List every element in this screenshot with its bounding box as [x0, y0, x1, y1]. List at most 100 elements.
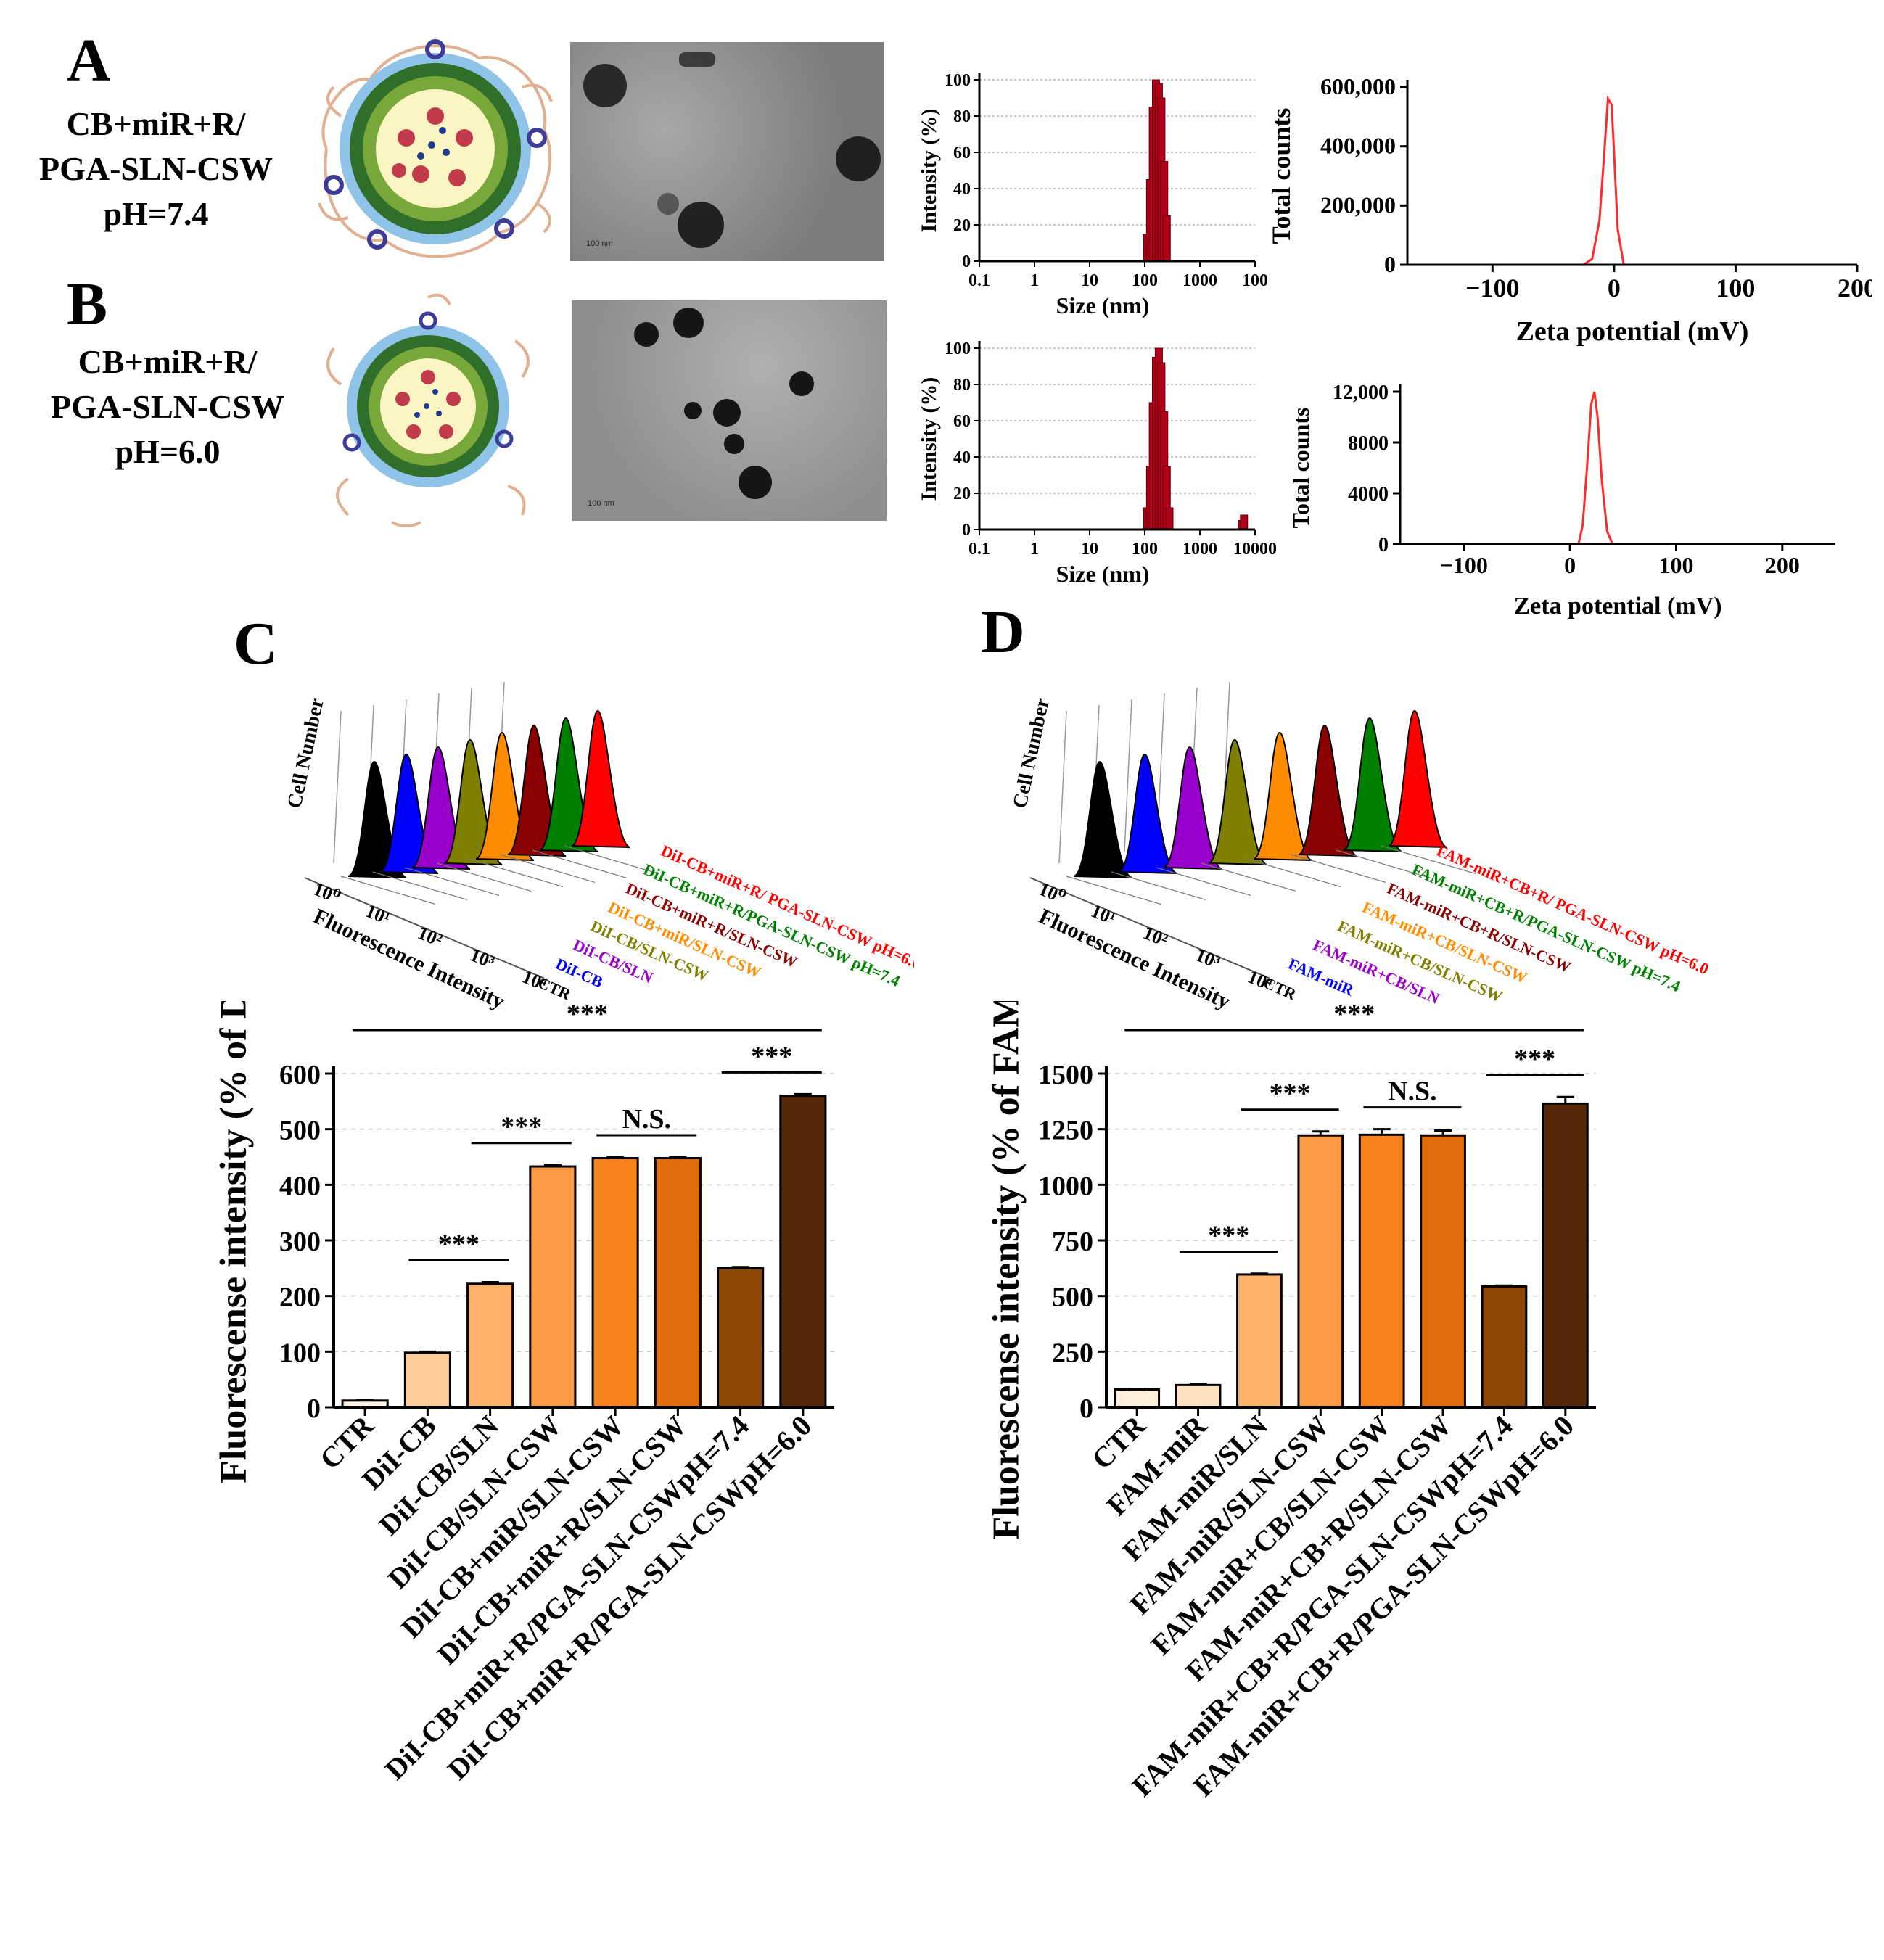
bar	[1542, 1102, 1589, 1409]
zeta-curve	[1431, 95, 1797, 266]
y-tick-label: 80	[953, 376, 971, 395]
grid-line	[1058, 710, 1067, 864]
baseline	[404, 867, 500, 896]
baseline	[1336, 849, 1431, 878]
significance-label: ***	[1514, 1044, 1555, 1074]
bar	[466, 1282, 514, 1409]
panel-label-b: B	[67, 271, 108, 338]
y-tick-label: 0	[307, 1393, 321, 1424]
y-axis-label: Intensity (%)	[917, 109, 941, 233]
grid-line	[333, 710, 342, 864]
significance-label: ***	[501, 1112, 542, 1142]
baseline	[340, 876, 436, 905]
y-tick-label: 60	[953, 144, 971, 162]
baseline	[1246, 858, 1341, 887]
size-bar	[1162, 215, 1171, 262]
baseline	[1066, 876, 1161, 905]
x-tick-label: 100	[1132, 271, 1158, 290]
y-tick-label: 600,000	[1320, 73, 1396, 99]
nanoparticle-schematic-b	[326, 293, 530, 527]
y-tick-label: 20	[953, 216, 971, 235]
zeta-potential-chart-b: 0 4000 8000 12,000 −100 0 100 200 Zeta potential…	[1288, 382, 1835, 619]
y-tick-label: 0	[1378, 534, 1389, 556]
baseline	[436, 862, 532, 892]
x-tick-label: 0	[1564, 552, 1576, 578]
y-tick-label: 12,000	[1333, 382, 1389, 404]
panel-label-d: D	[981, 598, 1025, 666]
x-tick-label: 100	[1658, 552, 1693, 578]
x-tick-label: 100	[1242, 271, 1268, 290]
y-tick-label: 100	[945, 71, 971, 90]
histogram-peak	[1073, 760, 1132, 878]
tem-image-a: 100 nm	[570, 42, 884, 261]
histogram-peak	[1343, 717, 1402, 852]
x-tick-label: 0.1	[968, 271, 990, 290]
y-tick-label: 500	[1052, 1282, 1093, 1313]
y-tick-label: 100	[279, 1338, 321, 1368]
x-axis-label: Zeta potential (mV)	[1513, 593, 1721, 619]
x-tick-label: 10	[1081, 271, 1098, 290]
bar	[654, 1157, 702, 1409]
histogram-peak	[1163, 746, 1222, 870]
y-axis-label: Cell Number	[283, 696, 329, 810]
y-tick-label: 100	[945, 339, 971, 358]
x-axis	[1029, 877, 1270, 979]
x-tick-label: 1000	[1182, 540, 1217, 559]
significance-label: N.S.	[622, 1104, 671, 1135]
nanoparticle-schematic-a	[318, 39, 553, 258]
panel-label-c: C	[234, 610, 278, 678]
size-distribution-chart-a: 0 20 40 60 80 100 0.1 1 10 100 1000 100 Size (nm) Int…	[917, 71, 1268, 318]
bar	[591, 1157, 639, 1409]
y-tick-label: 20	[953, 485, 971, 503]
bar	[1481, 1285, 1528, 1409]
y-tick-label: 60	[953, 412, 971, 431]
size-distribution-chart-b: 0 20 40 60 80 100 0.1 1 10 100 1000 10000 Size (nm) I…	[917, 339, 1277, 587]
y-tick-label: 0	[1384, 251, 1396, 277]
y-tick-label: 300	[279, 1227, 321, 1257]
significance-label: ***	[751, 1041, 792, 1071]
bar	[529, 1165, 577, 1409]
significance-label: ***	[1270, 1079, 1311, 1109]
y-axis-label: Cell Number	[1008, 696, 1054, 810]
histogram-peak	[1388, 709, 1447, 848]
bar	[779, 1095, 827, 1409]
x-tick-label: −100	[1465, 273, 1520, 302]
y-axis-label: Total counts	[1288, 408, 1314, 529]
x-tick-label: 1000	[1182, 271, 1217, 290]
x-tick-label: 0.1	[968, 540, 990, 559]
significance-label: N.S.	[1388, 1076, 1437, 1107]
significance-label: ***	[438, 1230, 480, 1260]
y-tick-label: 80	[953, 107, 971, 126]
x-tick-label: 10000	[1233, 540, 1277, 559]
histogram-peak	[1298, 724, 1357, 857]
histogram-peak	[571, 709, 630, 848]
y-tick-label: 40	[953, 180, 971, 199]
baseline	[532, 849, 628, 878]
y-tick-label: 400,000	[1320, 133, 1396, 159]
tem-image-b: 100 nm	[572, 300, 887, 521]
y-tick-label: 200	[279, 1282, 321, 1313]
grid-line	[1124, 699, 1132, 852]
x-tick-label: 1	[1030, 540, 1039, 559]
y-tick-label: 400	[279, 1171, 321, 1201]
y-tick-label: 0	[962, 252, 971, 271]
baseline	[1291, 854, 1386, 883]
tem-scale-label: 100 nm	[586, 239, 613, 248]
x-tick-label: 100	[1132, 540, 1158, 559]
panel-label-a: A	[67, 27, 111, 94]
bar	[717, 1267, 765, 1409]
significance-label: ***	[1208, 1221, 1249, 1251]
x-tick-label: 200	[1765, 552, 1800, 578]
series-label: CTR	[1261, 973, 1300, 1004]
x-tick-label: 1	[1030, 271, 1039, 290]
y-tick-label: 0	[962, 521, 971, 540]
y-tick-label: 600	[279, 1060, 321, 1090]
x-axis-label: Zeta potential (mV)	[1516, 316, 1749, 347]
baseline	[372, 871, 468, 900]
y-tick-label: 1500	[1038, 1060, 1093, 1090]
baseline	[1381, 845, 1476, 874]
tem-scale-label: 100 nm	[588, 499, 614, 508]
bar	[1236, 1273, 1283, 1409]
baseline	[1201, 862, 1296, 892]
